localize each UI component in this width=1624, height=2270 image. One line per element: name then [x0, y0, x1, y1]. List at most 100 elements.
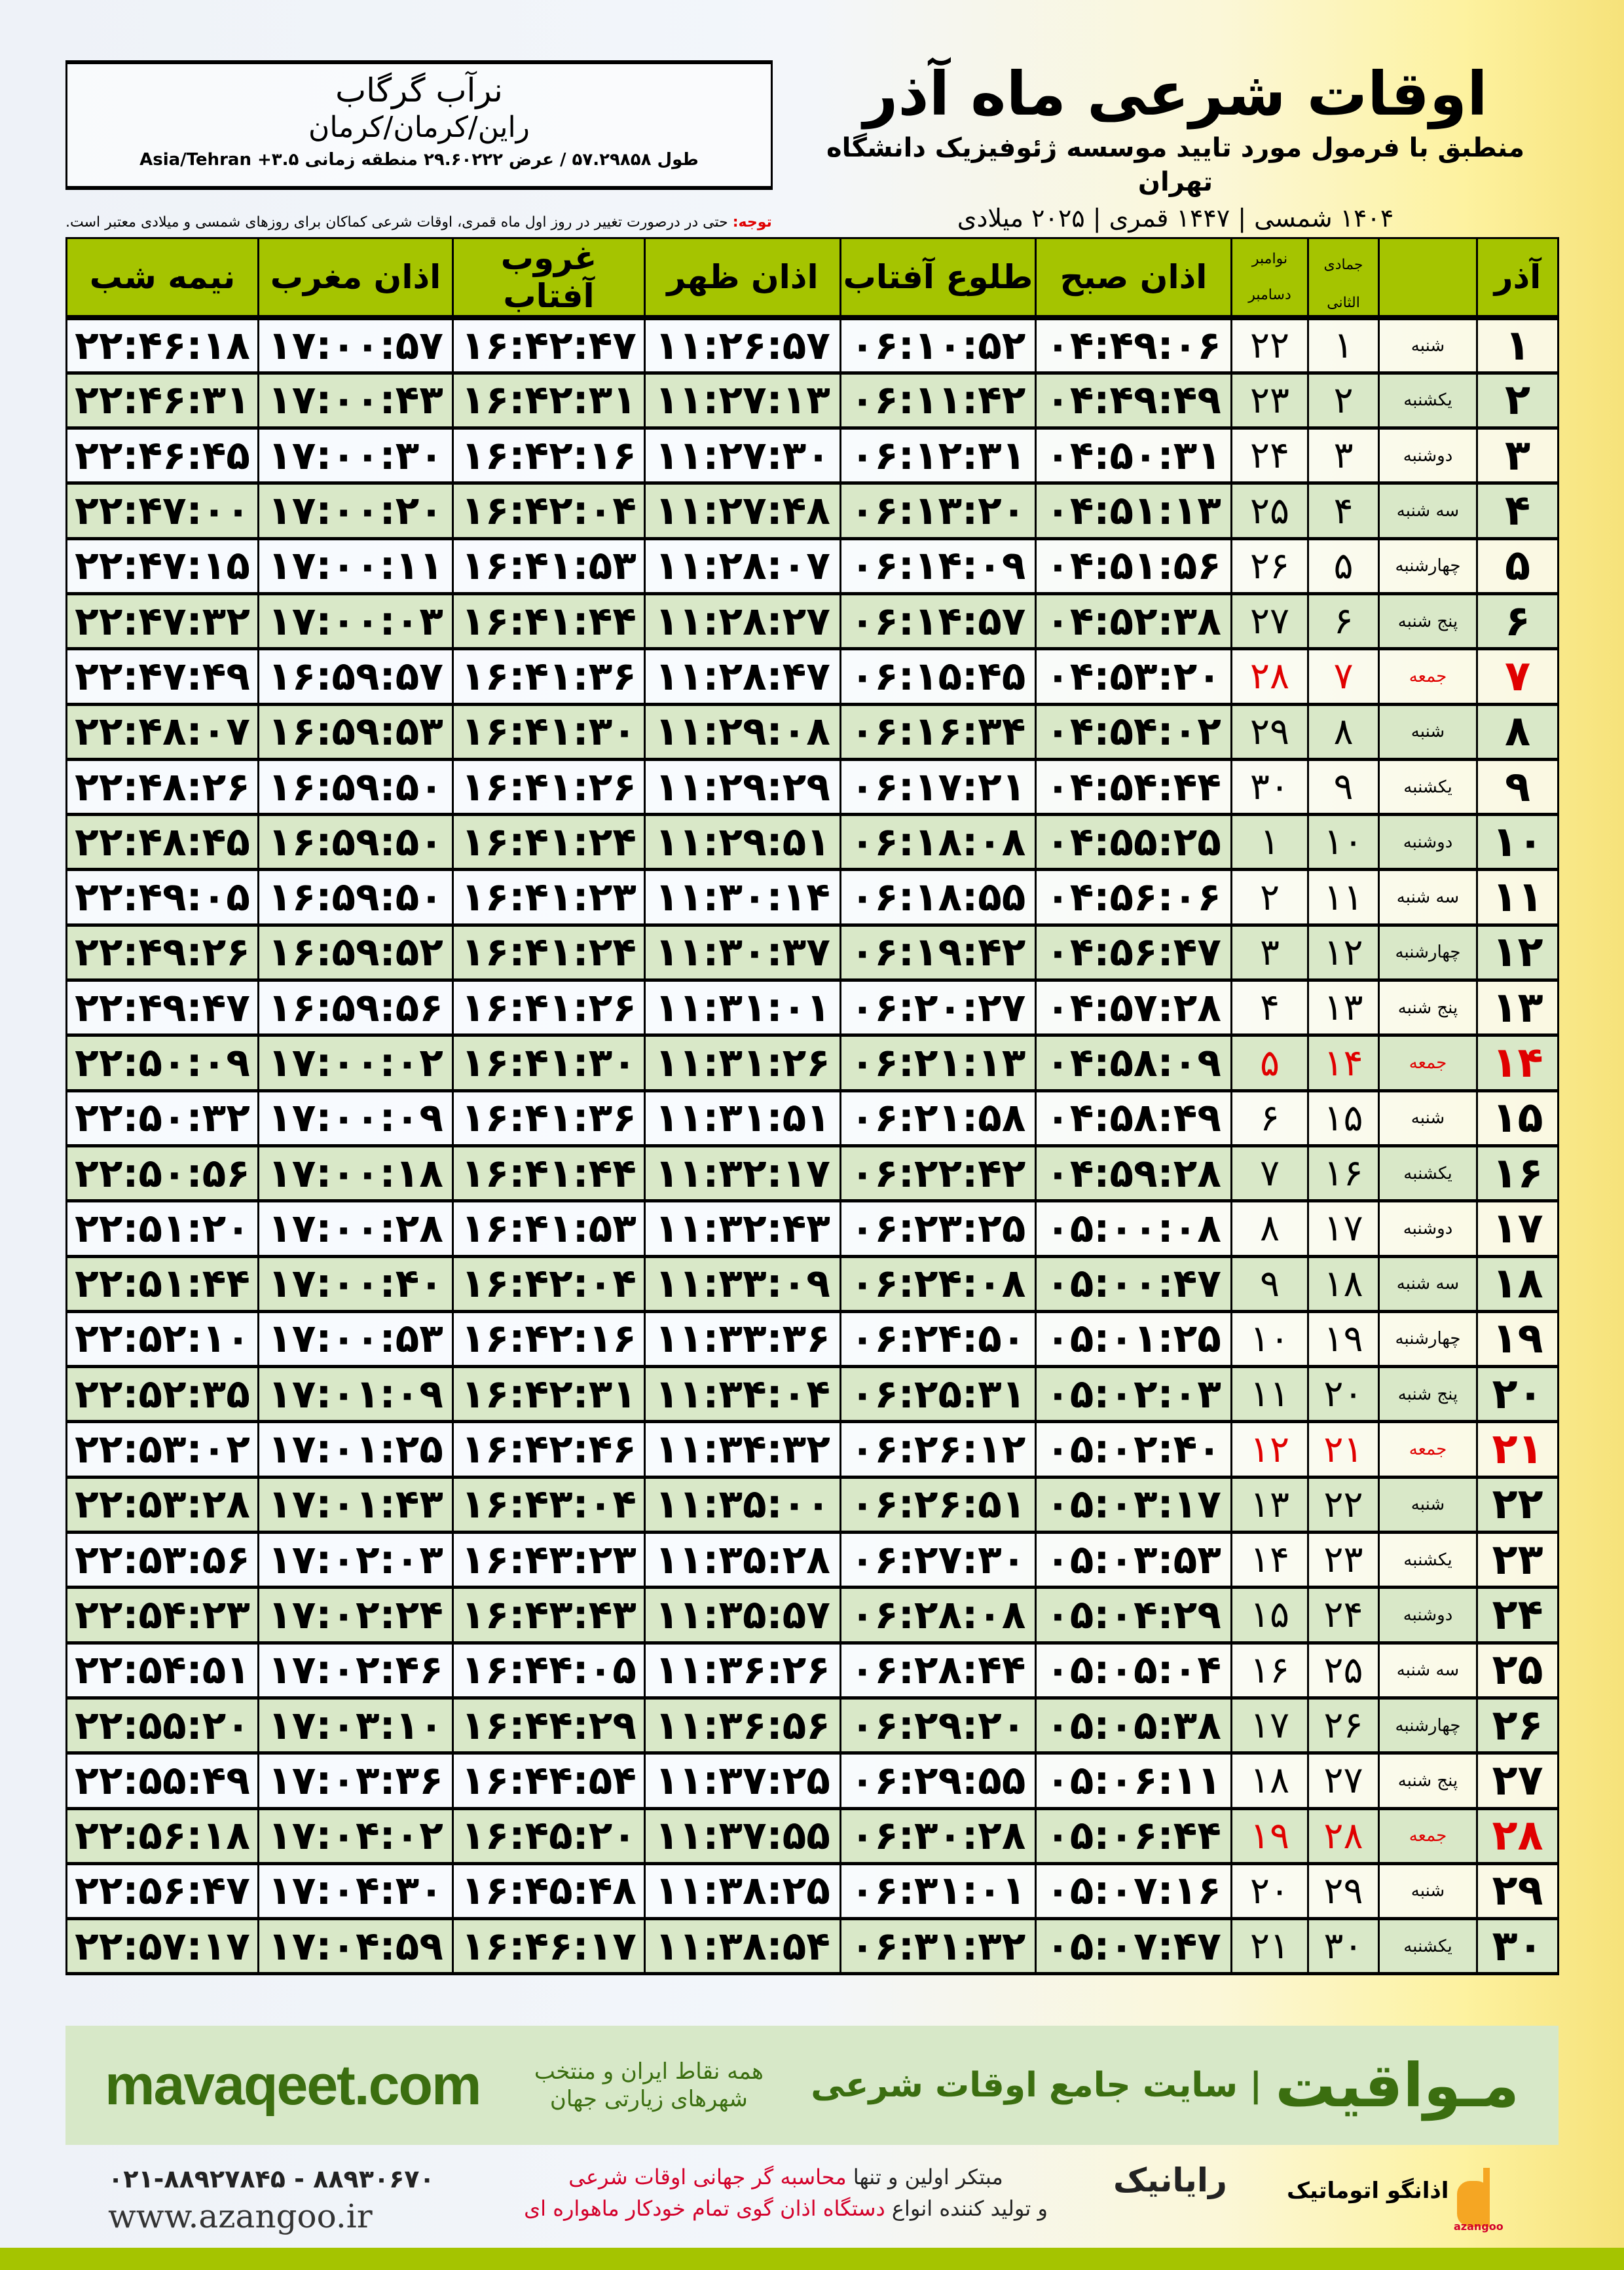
sunrise-time: ۰۶:۳۱:۰۱ [840, 1862, 1037, 1921]
gregorian-day: ۷ [1230, 1144, 1309, 1203]
azangoo-name: اذانگو اتوماتیک [1287, 2178, 1449, 2204]
day-number: ۱۱ [1476, 868, 1559, 927]
maghrib-time: ۱۷:۰۴:۳۰ [257, 1862, 454, 1921]
zuhr-time: ۱۱:۳۱:۵۱ [644, 1089, 841, 1147]
day-number: ۸ [1476, 703, 1559, 761]
maghrib-time: ۱۶:۵۹:۵۰ [257, 758, 454, 817]
weekday: جمعه [1378, 648, 1478, 706]
sunrise-time: ۰۶:۲۸:۴۴ [840, 1641, 1037, 1700]
maghrib-time: ۱۷:۰۲:۲۴ [257, 1586, 454, 1645]
brand-logo: مـواقیت [1275, 2050, 1519, 2121]
zuhr-time: ۱۱:۳۲:۱۷ [644, 1144, 841, 1203]
gregorian-day: ۲۲ [1230, 316, 1309, 375]
subh-time: ۰۵:۰۷:۴۷ [1035, 1918, 1232, 1976]
website-link[interactable]: www.azangoo.ir [108, 2197, 373, 2235]
phone-numbers: ۰۲۱-۸۸۹۲۷۸۴۵ - ۸۸۹۳۰۶۷۰ [108, 2165, 435, 2193]
col-weekday [1378, 237, 1478, 320]
subh-time: ۰۴:۵۳:۲۰ [1035, 648, 1232, 706]
sunset-time: ۱۶:۴۴:۲۹ [452, 1696, 646, 1755]
col-day: آذر [1476, 237, 1559, 320]
gregorian-day: ۲۵ [1230, 482, 1309, 540]
sunset-time: ۱۶:۴۴:۵۴ [452, 1752, 646, 1810]
sunset-time: ۱۶:۴۲:۰۴ [452, 1255, 646, 1313]
weekday: دوشنبه [1378, 1200, 1478, 1258]
table-row: ۸ شنبه ۸ ۲۹ ۰۴:۵۴:۰۲ ۰۶:۱۶:۳۴ ۱۱:۲۹:۰۸ ۱۶:۴۱:۳۰… [65, 703, 1559, 761]
maghrib-time: ۱۷:۰۰:۳۰ [257, 427, 454, 485]
midnight-time: ۲۲:۴۸:۰۷ [65, 703, 259, 761]
hijri-day: ۱۳ [1307, 979, 1380, 1037]
maghrib-time: ۱۷:۰۰:۰۹ [257, 1089, 454, 1147]
mosque-icon [1457, 2168, 1490, 2227]
zuhr-time: ۱۱:۳۵:۵۷ [644, 1586, 841, 1645]
subh-time: ۰۴:۴۹:۴۹ [1035, 371, 1232, 430]
weekday: یکشنبه [1378, 1918, 1478, 1976]
sunrise-time: ۰۶:۲۰:۲۷ [840, 979, 1037, 1037]
maghrib-time: ۱۷:۰۰:۴۰ [257, 1255, 454, 1313]
note-label: توجه: [732, 214, 772, 231]
sunset-time: ۱۶:۴۱:۲۶ [452, 758, 646, 817]
hijri-day: ۸ [1307, 703, 1380, 761]
weekday: پنج شنبه [1378, 1752, 1478, 1810]
day-number: ۲۴ [1476, 1586, 1559, 1645]
maghrib-time: ۱۶:۵۹:۵۶ [257, 979, 454, 1037]
midnight-time: ۲۲:۴۸:۲۶ [65, 758, 259, 817]
subh-time: ۰۵:۰۱:۲۵ [1035, 1310, 1232, 1369]
hijri-day: ۱۶ [1307, 1144, 1380, 1203]
gregorian-day: ۹ [1230, 1255, 1309, 1313]
day-number: ۱۷ [1476, 1200, 1559, 1258]
sunrise-time: ۰۶:۱۳:۲۰ [840, 482, 1037, 540]
sunset-time: ۱۶:۴۲:۱۶ [452, 1310, 646, 1369]
location-coords: طول ۵۷.۲۹۸۵۸ / عرض ۲۹.۶۰۲۲۲ منطقه زمانی … [139, 150, 699, 170]
maghrib-time: ۱۷:۰۴:۵۹ [257, 1918, 454, 1976]
gregorian-day: ۱۶ [1230, 1641, 1309, 1700]
day-number: ۱۲ [1476, 923, 1559, 982]
sunset-time: ۱۶:۴۱:۵۳ [452, 1200, 646, 1258]
subh-time: ۰۴:۵۷:۲۸ [1035, 979, 1232, 1037]
hijri-day: ۲۴ [1307, 1586, 1380, 1645]
weekday: یکشنبه [1378, 1144, 1478, 1203]
weekday: سه شنبه [1378, 1255, 1478, 1313]
midnight-time: ۲۲:۵۵:۲۰ [65, 1696, 259, 1755]
col-midnight: نیمه شب [65, 237, 259, 320]
table-row: ۲۸ جمعه ۲۸ ۱۹ ۰۵:۰۶:۴۴ ۰۶:۳۰:۲۸ ۱۱:۳۷:۵۵ ۱۶:۴۵:… [65, 1807, 1559, 1865]
table-row: ۱ شنبه ۱ ۲۲ ۰۴:۴۹:۰۶ ۰۶:۱۰:۵۲ ۱۱:۲۶:۵۷ ۱۶:۴۲:۴۷… [65, 316, 1559, 375]
zuhr-time: ۱۱:۳۴:۰۴ [644, 1366, 841, 1424]
hijri-day: ۱۱ [1307, 868, 1380, 927]
midnight-time: ۲۲:۴۶:۳۱ [65, 371, 259, 430]
sunset-time: ۱۶:۴۲:۳۱ [452, 1366, 646, 1424]
sunset-time: ۱۶:۴۲:۱۶ [452, 427, 646, 485]
sunset-time: ۱۶:۴۲:۰۴ [452, 482, 646, 540]
sunset-time: ۱۶:۴۱:۵۳ [452, 537, 646, 595]
sunrise-time: ۰۶:۱۴:۵۷ [840, 592, 1037, 651]
zuhr-time: ۱۱:۲۷:۳۰ [644, 427, 841, 485]
hijri-day: ۱۷ [1307, 1200, 1380, 1258]
zuhr-time: ۱۱:۳۶:۲۶ [644, 1641, 841, 1700]
table-row: ۱۷ دوشنبه ۱۷ ۸ ۰۵:۰۰:۰۸ ۰۶:۲۳:۲۵ ۱۱:۳۲:۴۳ ۱۶:۴۱… [65, 1200, 1559, 1258]
table-row: ۹ یکشنبه ۹ ۳۰ ۰۴:۵۴:۴۴ ۰۶:۱۷:۲۱ ۱۱:۲۹:۲۹ ۱۶:۴۱:… [65, 758, 1559, 817]
site-link[interactable]: mavaqeet.com [105, 2053, 482, 2117]
weekday: چهارشنبه [1378, 537, 1478, 595]
gregorian-day: ۱۴ [1230, 1531, 1309, 1590]
weekday: سه شنبه [1378, 1641, 1478, 1700]
hijri-day: ۱۲ [1307, 923, 1380, 982]
sunset-time: ۱۶:۴۱:۲۳ [452, 868, 646, 927]
table-row: ۱۳ پنج شنبه ۱۳ ۴ ۰۴:۵۷:۲۸ ۰۶:۲۰:۲۷ ۱۱:۳۱:۰۱ ۱۶:… [65, 979, 1559, 1037]
sunrise-time: ۰۶:۱۸:۵۵ [840, 868, 1037, 927]
weekday: شنبه [1378, 703, 1478, 761]
prayer-times-table: آذر جمادی الثانی نوامبر دسامبر اذان صبح ط… [65, 237, 1559, 1976]
table-row: ۲۹ شنبه ۲۹ ۲۰ ۰۵:۰۷:۱۶ ۰۶:۳۱:۰۱ ۱۱:۳۸:۲۵ ۱۶:۴۵:… [65, 1862, 1559, 1921]
weekday: شنبه [1378, 1089, 1478, 1147]
sunset-time: ۱۶:۴۳:۲۳ [452, 1531, 646, 1590]
sunrise-time: ۰۶:۳۱:۳۲ [840, 1918, 1037, 1976]
sunset-time: ۱۶:۴۱:۳۰ [452, 703, 646, 761]
sunrise-time: ۰۶:۱۵:۴۵ [840, 648, 1037, 706]
weekday: جمعه [1378, 1421, 1478, 1479]
sunset-time: ۱۶:۴۳:۰۴ [452, 1476, 646, 1535]
zuhr-time: ۱۱:۳۵:۰۰ [644, 1476, 841, 1535]
hijri-day: ۲ [1307, 371, 1380, 430]
sunset-time: ۱۶:۴۱:۲۴ [452, 923, 646, 982]
table-row: ۱۸ سه شنبه ۱۸ ۹ ۰۵:۰۰:۴۷ ۰۶:۲۴:۰۸ ۱۱:۳۳:۰۹ ۱۶:۴… [65, 1255, 1559, 1313]
hijri-day: ۲۰ [1307, 1366, 1380, 1424]
page-title: اوقات شرعی ماه آذر [863, 59, 1488, 129]
brand-tagline: | سایت جامع اوقات شرعی [811, 2066, 1263, 2105]
